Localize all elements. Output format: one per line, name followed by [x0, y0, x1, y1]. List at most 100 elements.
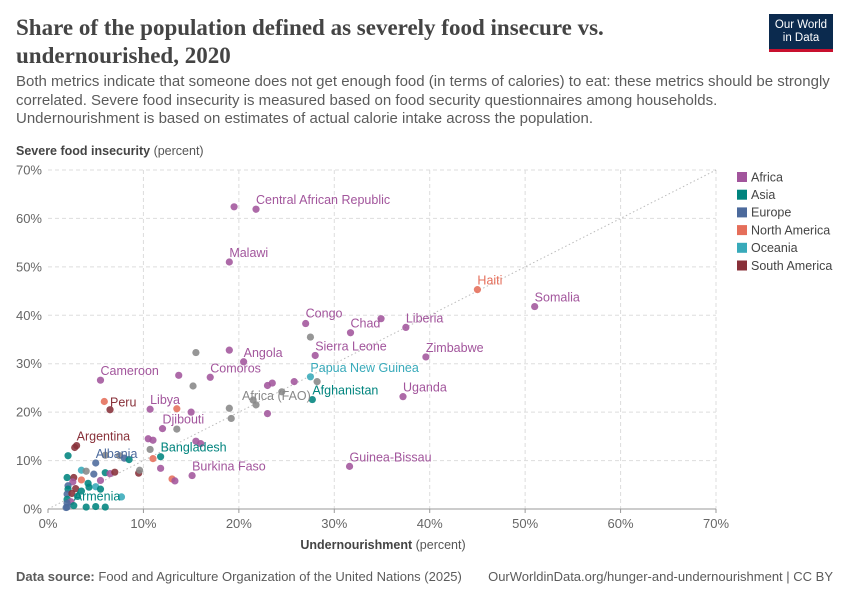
data-point-unlabeled[interactable]	[136, 466, 144, 474]
legend-item-asia[interactable]: Asia	[737, 188, 775, 202]
data-point-unlabeled[interactable]	[225, 346, 233, 354]
x-tick-label: 30%	[321, 516, 347, 531]
data-point-unlabeled[interactable]	[92, 502, 100, 511]
data-point-unlabeled[interactable]	[290, 378, 298, 386]
data-point-unlabeled[interactable]	[100, 397, 108, 406]
data-point-unlabeled[interactable]	[263, 409, 272, 418]
data-point-unlabeled[interactable]	[72, 485, 80, 493]
point-label-armenia: Armenia	[74, 490, 121, 504]
data-point-burkina-faso[interactable]	[188, 471, 196, 480]
x-axis-title: Undernourishment (percent)	[300, 538, 465, 552]
logo-line-2: in Data	[782, 32, 820, 44]
data-point-unlabeled[interactable]	[192, 348, 200, 357]
data-point-unlabeled[interactable]	[85, 483, 93, 491]
point-label-haiti: Haiti	[477, 274, 502, 288]
data-point-sierra-leone[interactable]	[311, 351, 319, 360]
data-point-unlabeled[interactable]	[82, 503, 90, 511]
data-point-unlabeled[interactable]	[173, 425, 181, 433]
legend-item-oceania[interactable]: Oceania	[737, 241, 798, 255]
data-point-unlabeled[interactable]	[313, 378, 321, 386]
legend-label: North America	[751, 223, 830, 237]
data-point-somalia[interactable]	[531, 302, 539, 311]
data-point-unlabeled[interactable]	[101, 451, 109, 459]
legend-item-africa[interactable]: Africa	[737, 170, 783, 184]
point-label-chad: Chad	[351, 317, 381, 331]
data-point-haiti[interactable]	[473, 286, 482, 294]
data-point-unlabeled[interactable]	[173, 405, 181, 413]
data-point-unlabeled[interactable]	[73, 492, 82, 501]
y-tick-label: 20%	[16, 405, 42, 420]
data-point-unlabeled[interactable]	[77, 476, 85, 484]
data-point-unlabeled[interactable]	[227, 414, 235, 423]
data-point-unlabeled[interactable]	[77, 487, 85, 495]
legend-swatch	[737, 242, 747, 253]
data-point-unlabeled[interactable]	[69, 478, 77, 486]
chart-subtitle: Both metrics indicate that someone does …	[16, 73, 830, 127]
data-point-unlabeled[interactable]	[230, 203, 238, 211]
data-point-albania[interactable]	[92, 459, 100, 467]
source-url-link[interactable]: OurWorldinData.org/hunger-and-undernouri…	[488, 569, 833, 584]
data-point-armenia[interactable]	[70, 502, 78, 510]
data-point-unlabeled[interactable]	[157, 464, 165, 472]
data-point-central-african-republic[interactable]	[252, 205, 260, 213]
legend-swatch	[737, 189, 747, 200]
scatter-chart: 0% 10% 20% 30% 40% 50% 60% 70% 0% 10% 20% 30% 40% 50%…	[16, 144, 832, 552]
data-point-bangladesh[interactable]	[157, 453, 165, 461]
data-point-unlabeled[interactable]	[111, 468, 119, 476]
legend[interactable]: Africa Asia Europe North America Oceania Sout…	[737, 170, 832, 273]
data-point-unlabeled[interactable]	[149, 436, 157, 444]
point-label-afghanistan: Afghanistan	[312, 384, 378, 398]
data-point-unlabeled[interactable]	[117, 493, 126, 501]
y-tick-label: 10%	[16, 453, 42, 468]
data-point-angola[interactable]	[240, 358, 248, 366]
data-point-unlabeled[interactable]	[306, 333, 315, 341]
axes: 0% 10% 20% 30% 40% 50% 60% 70% 0% 10% 20% 30% 40% 50%…	[16, 163, 729, 532]
legend-swatch	[737, 260, 747, 271]
data-point-unlabeled[interactable]	[63, 473, 71, 482]
data-point-unlabeled[interactable]	[82, 467, 90, 475]
data-point-unlabeled[interactable]	[96, 476, 105, 485]
data-point-unlabeled[interactable]	[189, 382, 197, 390]
data-point-guinea-bissau[interactable]	[345, 462, 354, 470]
data-point-unlabeled[interactable]	[101, 503, 109, 511]
data-point-unlabeled[interactable]	[71, 443, 79, 452]
data-point-unlabeled[interactable]	[377, 315, 385, 323]
data-point-chad[interactable]	[346, 329, 355, 337]
data-point-unlabeled[interactable]	[268, 379, 276, 387]
data-point-unlabeled[interactable]	[278, 388, 286, 396]
data-point-malawi[interactable]	[225, 258, 233, 266]
data-point-unlabeled[interactable]	[62, 503, 70, 512]
data-point-unlabeled[interactable]	[90, 470, 98, 478]
data-point-uganda[interactable]	[399, 393, 407, 401]
data-point-unlabeled[interactable]	[187, 408, 195, 416]
data-point-unlabeled[interactable]	[68, 489, 76, 498]
data-point-unlabeled[interactable]	[125, 456, 133, 464]
point-label-congo: Congo	[306, 307, 343, 321]
legend-item-south-america[interactable]: South America	[737, 259, 832, 273]
chart-title: Share of the population defined as sever…	[16, 15, 604, 68]
legend-label: Asia	[751, 188, 775, 202]
data-point-unlabeled[interactable]	[197, 440, 205, 448]
data-point-afghanistan[interactable]	[308, 395, 316, 404]
owid-logo[interactable]: Our World in Data	[769, 14, 833, 52]
legend-item-europe[interactable]: Europe	[737, 206, 791, 220]
data-point-djibouti[interactable]	[158, 425, 167, 433]
data-point-comoros[interactable]	[206, 373, 214, 381]
legend-item-north-america[interactable]: North America	[737, 223, 830, 237]
data-point-unlabeled[interactable]	[96, 485, 105, 493]
data-point-unlabeled[interactable]	[149, 455, 157, 463]
data-point-cameroon[interactable]	[96, 376, 105, 384]
data-point-unlabeled[interactable]	[225, 404, 233, 412]
data-point-africa-fao[interactable]	[252, 401, 260, 409]
data-point-papua-new-guinea[interactable]	[306, 373, 315, 381]
data-point-libya[interactable]	[146, 405, 154, 413]
data-point-unlabeled[interactable]	[146, 445, 154, 454]
data-point-peru[interactable]	[106, 406, 114, 414]
data-point-unlabeled[interactable]	[175, 371, 183, 379]
data-point-zimbabwe[interactable]	[422, 353, 430, 361]
data-point-liberia[interactable]	[402, 323, 410, 331]
data-point-unlabeled[interactable]	[171, 477, 179, 485]
data-point-congo[interactable]	[302, 319, 310, 328]
data-point-unlabeled[interactable]	[64, 452, 72, 460]
legend-label: Europe	[751, 206, 791, 220]
